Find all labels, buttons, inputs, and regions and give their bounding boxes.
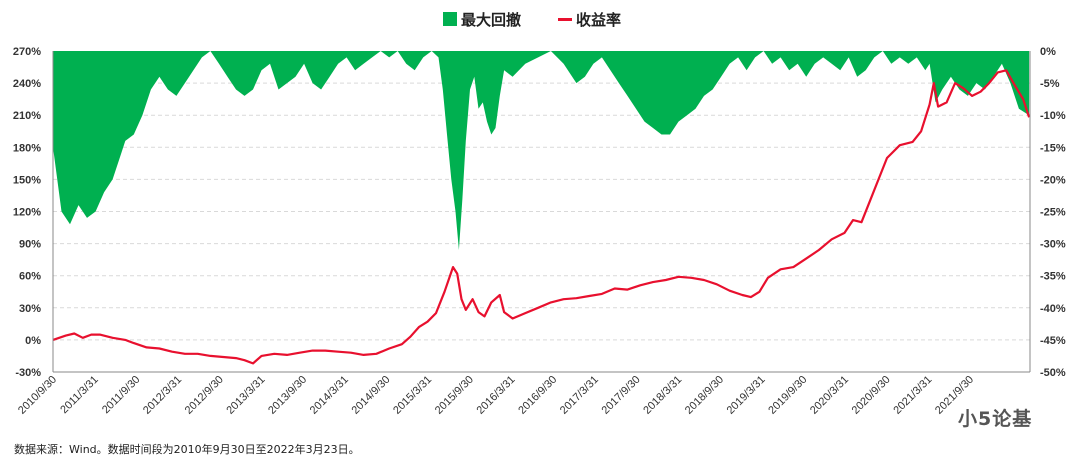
left-tick-label: 90%	[19, 239, 41, 251]
right-tick-label: -50%	[1040, 367, 1066, 379]
x-tick-label: 2014/9/30	[349, 374, 392, 417]
x-tick-label: 2013/9/30	[266, 374, 309, 417]
x-tick-label: 2016/3/31	[475, 374, 518, 417]
legend-label-drawdown: 最大回撤	[461, 11, 521, 29]
x-tick-label: 2010/9/30	[16, 374, 59, 417]
x-tick-label: 2020/9/30	[850, 374, 893, 417]
x-tick-label: 2016/9/30	[516, 374, 559, 417]
right-tick-label: -25%	[1040, 207, 1066, 219]
x-tick-label: 2011/9/30	[100, 374, 143, 417]
x-tick-label: 2011/3/31	[58, 374, 101, 417]
left-tick-label: 30%	[19, 303, 41, 315]
left-tick-label: 210%	[13, 110, 41, 122]
x-tick-label: 2013/3/31	[224, 374, 267, 417]
left-tick-label: -30%	[15, 367, 41, 379]
grid-layer	[53, 82, 1030, 341]
x-tick-label: 2017/9/30	[600, 374, 643, 417]
axis-layer: 270% 240% 210% 180% 150% 120% 90% 60% 30% 0% -30% 0…	[13, 46, 1066, 417]
left-tick-label: 150%	[13, 174, 41, 186]
left-tick-label: 270%	[13, 46, 41, 58]
x-tick-label: 2014/3/31	[308, 374, 351, 417]
x-tick-label: 2012/9/30	[183, 374, 226, 417]
right-tick-label: -35%	[1040, 271, 1066, 283]
x-tick-label: 2019/9/30	[766, 374, 809, 417]
x-tick-label: 2017/3/31	[558, 374, 601, 417]
legend-swatch-return	[558, 18, 572, 21]
left-tick-label: 180%	[13, 142, 41, 154]
x-tick-label: 2018/3/31	[641, 374, 684, 417]
legend-swatch-drawdown	[443, 12, 457, 26]
drawdown-area	[53, 51, 1030, 250]
x-tick-label: 2019/3/31	[725, 374, 768, 417]
x-tick-label: 2018/9/30	[683, 374, 726, 417]
left-tick-label: 120%	[13, 207, 41, 219]
x-tick-label: 2015/9/30	[433, 374, 476, 417]
drawdown-area-layer	[53, 51, 1030, 250]
x-tick-label: 2020/3/31	[808, 374, 851, 417]
left-tick-label: 240%	[13, 78, 41, 90]
right-tick-label: 0%	[1040, 46, 1056, 58]
source-note: 数据来源：Wind。数据时间段为2010年9月30日至2022年3月23日。	[14, 443, 360, 456]
left-tick-label: 0%	[25, 335, 41, 347]
right-tick-label: -40%	[1040, 303, 1066, 315]
right-tick-label: -45%	[1040, 335, 1066, 347]
left-tick-label: 60%	[19, 271, 41, 283]
return-line-layer	[52, 69, 1031, 365]
right-tick-label: -30%	[1040, 239, 1066, 251]
legend-label-return: 收益率	[576, 11, 621, 29]
watermark-text: 小5论基	[958, 408, 1033, 430]
x-tick-label: 2021/3/31	[891, 374, 934, 417]
x-tick-label: 2012/3/31	[141, 374, 184, 417]
right-tick-label: -20%	[1040, 174, 1066, 186]
right-tick-label: -5%	[1040, 78, 1060, 90]
right-tick-label: -10%	[1040, 110, 1066, 122]
right-tick-label: -15%	[1040, 142, 1066, 154]
x-tick-label: 2015/3/31	[391, 374, 434, 417]
return-line	[52, 69, 1031, 365]
